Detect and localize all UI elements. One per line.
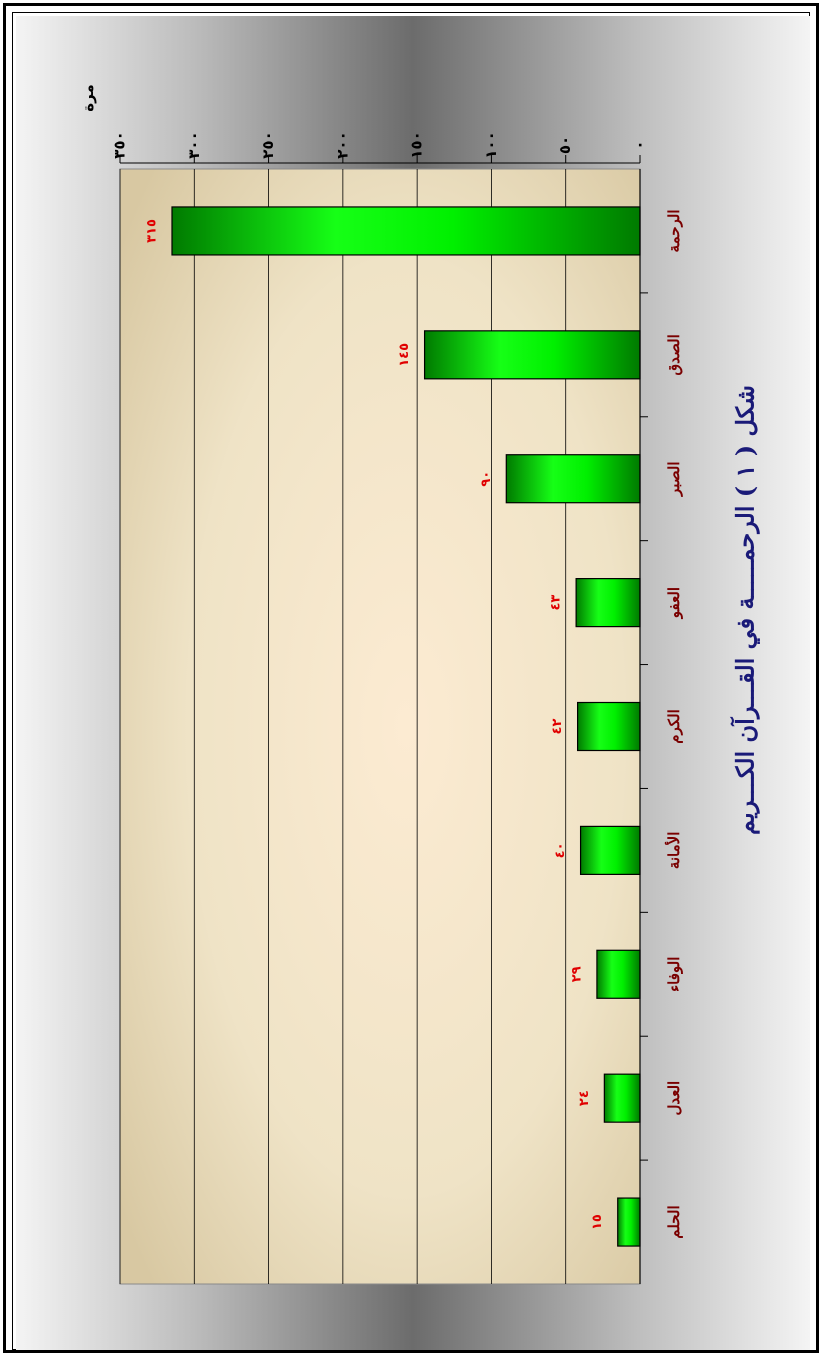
category-label: الأمانة xyxy=(664,832,683,870)
data-label: ٢٤ xyxy=(577,1090,592,1106)
data-label: ٢٩ xyxy=(569,966,584,982)
value-tick-label: ١٠٠ xyxy=(482,131,500,158)
value-tick-label: ٣٥٠ xyxy=(111,131,129,158)
category-label: العفو xyxy=(665,587,683,619)
bar-6 xyxy=(579,825,641,875)
category-label: العدل xyxy=(665,1081,683,1116)
data-label: ١٤٥ xyxy=(397,343,412,367)
bar-2 xyxy=(423,330,641,380)
data-label: ٤٠ xyxy=(553,842,568,858)
category-label: الوفاء xyxy=(665,957,683,992)
category-label: الرحمة xyxy=(665,209,683,252)
data-label: ٤٢ xyxy=(550,719,565,735)
category-label: الحلم xyxy=(665,1205,683,1238)
bar-9 xyxy=(617,1197,641,1247)
data-label: ١٥ xyxy=(590,1214,605,1230)
data-labels: ٣١٥ ١٤٥ ٩٠ ٤٣ ٤٢ ٤٠ ٢٩ ٢٤ ١٥ xyxy=(145,219,606,1230)
bar-series xyxy=(171,206,641,1247)
value-tick-label: ٢٠٠ xyxy=(333,131,351,158)
bar-5 xyxy=(576,701,641,752)
bar-8 xyxy=(603,1073,641,1123)
category-labels: الرحمة الصدق الصبر العفو الكرم الأمانة الوفاء ا… xyxy=(664,209,683,1238)
bar-1 xyxy=(171,206,641,256)
bar-4 xyxy=(575,578,641,628)
data-label: ٣١٥ xyxy=(145,219,160,243)
bar-3 xyxy=(505,454,641,504)
value-axis xyxy=(119,155,648,1284)
data-label: ٤٣ xyxy=(549,595,564,611)
value-tick-label: ٢٥٠ xyxy=(259,131,277,158)
value-tick-label: ٣٠٠ xyxy=(185,131,203,158)
value-tick-label: ١٥٠ xyxy=(408,131,426,158)
category-label: الصبر xyxy=(665,461,683,497)
value-tick-labels: ٠ ٥٠ ١٠٠ ١٥٠ ٢٠٠ ٢٥٠ ٣٠٠ ٣٥٠ xyxy=(111,131,649,158)
category-label: الصدق xyxy=(665,334,683,375)
data-label: ٩٠ xyxy=(479,471,494,487)
category-label: الكرم xyxy=(665,709,683,744)
value-tick-label: ٥٠ xyxy=(556,136,574,154)
value-tick-label: ٠ xyxy=(631,140,649,149)
bar-7 xyxy=(596,949,641,999)
